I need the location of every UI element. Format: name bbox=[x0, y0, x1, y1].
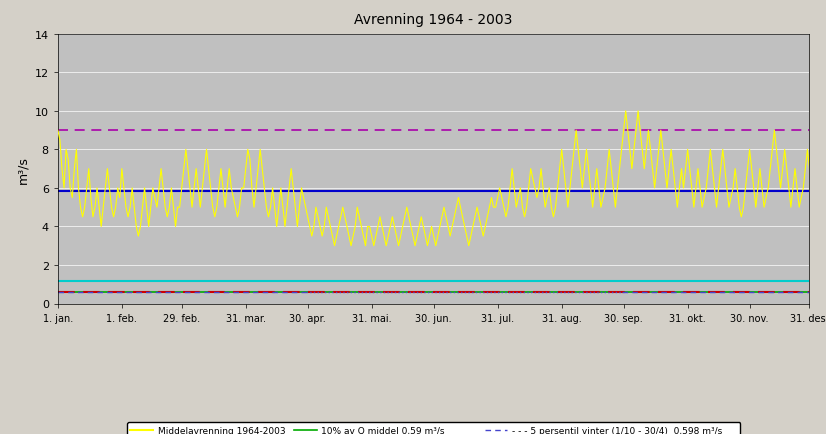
Y-axis label: m³/s: m³/s bbox=[17, 155, 29, 183]
Title: Avrenning 1964 - 2003: Avrenning 1964 - 2003 bbox=[354, 13, 513, 26]
Legend: Middelavrenning 1964-2003, Q middel  5,85 m³/s, 20% av Q middel 1,17 m³/s, 10% a: Middelavrenning 1964-2003, Q middel 5,85… bbox=[127, 422, 740, 434]
